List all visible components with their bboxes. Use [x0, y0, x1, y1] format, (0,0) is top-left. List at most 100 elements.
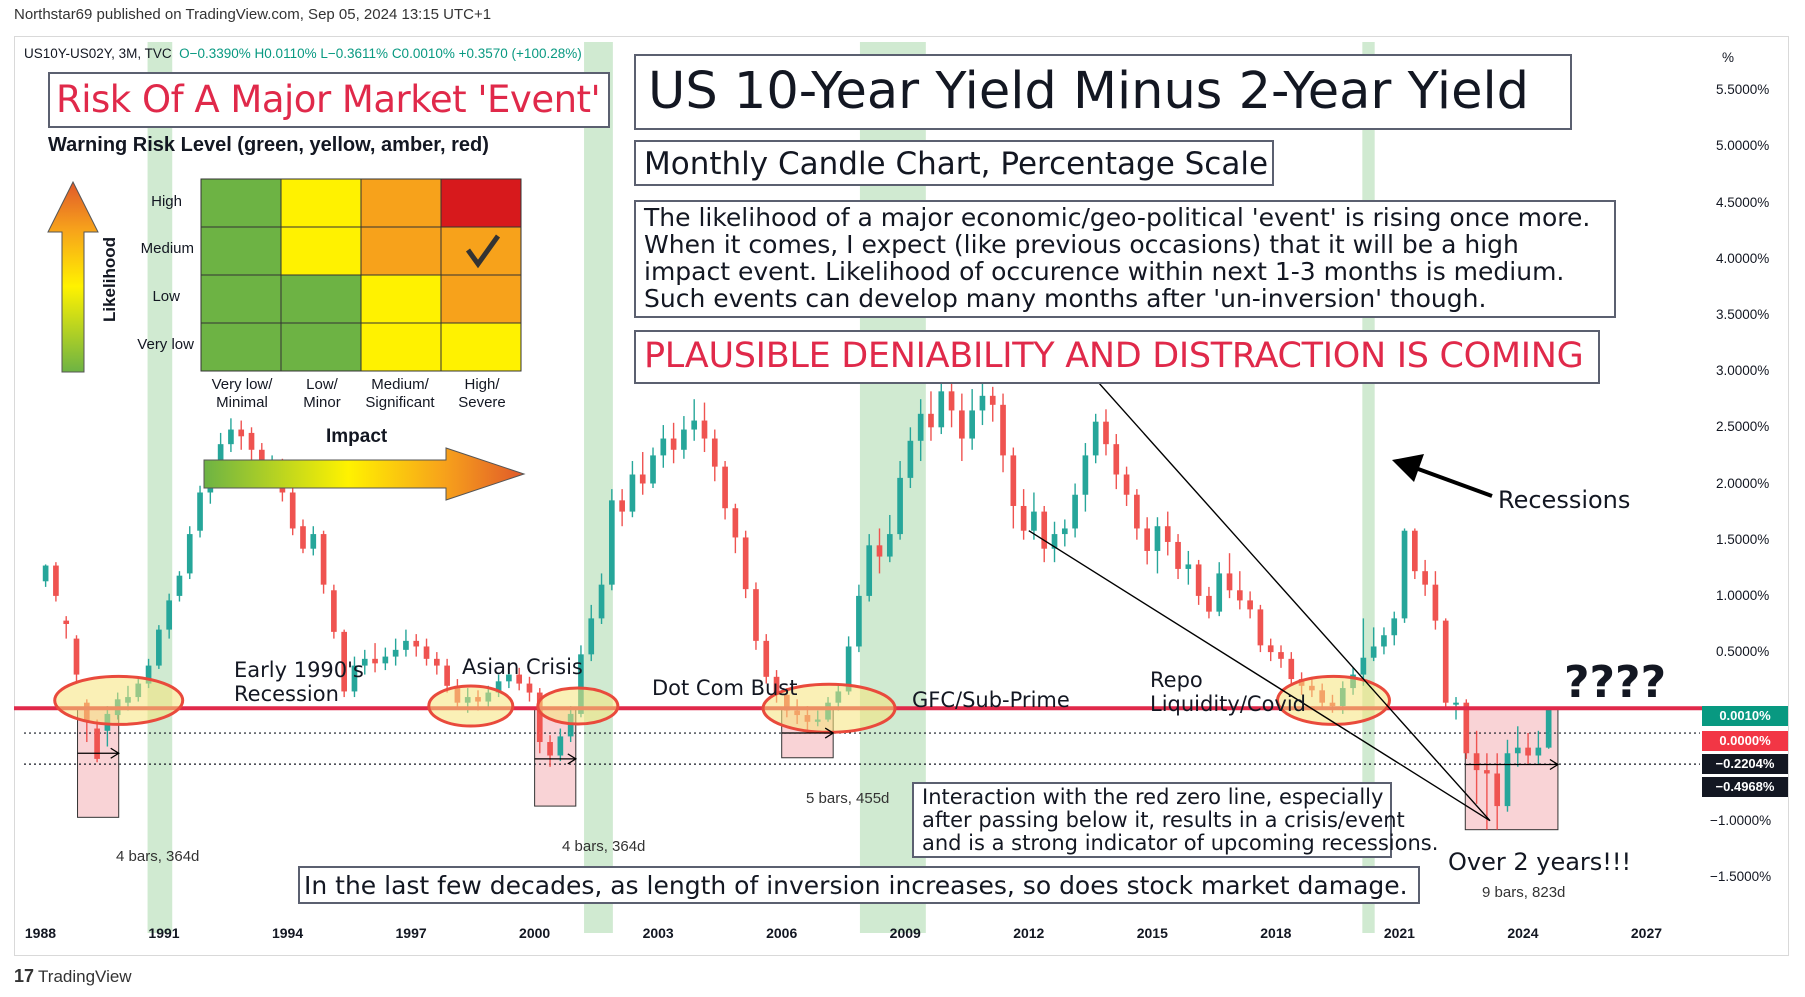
ticker-legend: US10Y-US02Y, 3M, TVC O−0.3390% H0.0110% … — [24, 46, 582, 61]
likelihood-label: Likelihood — [100, 237, 119, 322]
candle-body — [578, 654, 584, 714]
duration-arrow-head — [110, 747, 120, 759]
candle-body — [691, 420, 698, 430]
trend-line — [1028, 530, 1491, 822]
candle-body — [1545, 708, 1552, 748]
candle-body — [1031, 511, 1037, 531]
risk-cell — [360, 178, 442, 228]
candle-body — [1381, 635, 1387, 647]
candle-body — [217, 444, 224, 473]
tradingview-brand[interactable]: 17 TradingView — [14, 966, 132, 986]
candle-body — [1267, 645, 1274, 653]
x-tick-label: 2006 — [766, 925, 798, 941]
candle-body — [907, 440, 914, 478]
candle-body — [1195, 564, 1202, 596]
candle-body — [248, 432, 255, 450]
candle-body — [1442, 620, 1449, 703]
badge-low: −0.4968% — [1702, 777, 1788, 797]
risk-title: Risk Of A Major Market 'Event' — [48, 72, 610, 128]
candle-body — [1175, 541, 1181, 569]
candle-body — [1123, 474, 1130, 495]
risk-cell — [360, 322, 442, 372]
candle-body — [1278, 652, 1284, 659]
x-tick-label: 2021 — [1383, 925, 1415, 941]
candle-body — [629, 474, 636, 512]
x-tick-label: 2000 — [519, 925, 551, 941]
candle-body — [1185, 564, 1192, 569]
candle-body — [928, 413, 934, 428]
event-highlight-ellipse — [536, 686, 620, 726]
candle-body — [1113, 444, 1120, 475]
candle-body — [1164, 526, 1171, 542]
candle-body — [1247, 600, 1253, 610]
interaction-line: and is a strong indicator of upcoming re… — [922, 831, 1439, 855]
y-tick-label: 5.0000% — [1716, 138, 1770, 154]
risk-cell — [360, 226, 442, 276]
candle-body — [753, 589, 759, 641]
candle-body — [1453, 702, 1459, 705]
candle-body — [1144, 528, 1150, 551]
risk-cell — [280, 226, 362, 276]
risk-cell — [280, 178, 362, 228]
label-question: ???? — [1564, 657, 1667, 708]
x-tick-label: 1997 — [395, 925, 427, 941]
candle-body — [341, 631, 348, 692]
candle-body — [742, 537, 749, 590]
candle-body — [258, 449, 265, 467]
duration-arrow-head — [567, 753, 578, 765]
candle-body — [1432, 584, 1439, 621]
candle-body — [413, 640, 420, 647]
candle-body — [876, 545, 883, 557]
candle-body — [197, 492, 203, 531]
candle-body — [1473, 753, 1480, 771]
description-box: The likelihood of a major economic/geo-p… — [634, 200, 1616, 318]
candle-body — [650, 455, 656, 484]
x-tick-label: 2024 — [1507, 925, 1539, 941]
label-bars-2000: 4 bars, 364d — [562, 838, 646, 855]
candle-body — [506, 674, 512, 682]
y-tick-label: 3.0000% — [1716, 363, 1770, 379]
label-bars-2006: 5 bars, 455d — [806, 790, 890, 807]
impact-low: Low/Minor — [303, 376, 341, 411]
warning-label: Warning Risk Level (green, yellow, amber… — [48, 134, 489, 156]
candle-body — [1206, 595, 1212, 612]
candle-body — [433, 658, 440, 666]
candle-body — [917, 413, 924, 441]
candle-body — [372, 658, 378, 664]
event-highlight-ellipse — [53, 674, 185, 726]
ticker-symbol: US10Y-US02Y, 3M, TVC — [24, 46, 172, 61]
checkmark-icon — [465, 234, 501, 269]
candle-body — [444, 665, 450, 686]
risk-cell — [200, 322, 282, 372]
label-bars-2023: 9 bars, 823d — [1482, 884, 1566, 901]
x-tick-label: 1994 — [271, 925, 304, 941]
candle-body — [1061, 528, 1068, 535]
candle-body — [609, 500, 615, 585]
risk-matrix-grid — [200, 178, 522, 372]
candle-body — [670, 438, 677, 450]
candle-body — [423, 646, 430, 659]
label-over-2-years: Over 2 years!!! — [1448, 848, 1632, 876]
candle-body — [948, 391, 955, 411]
risk-cell — [200, 274, 282, 324]
candle-body — [701, 420, 708, 439]
label-repo-covid: Repo Liquidity/Covid — [1150, 668, 1307, 716]
candle-body — [1041, 511, 1048, 549]
candle-body — [320, 534, 327, 585]
candle-body — [73, 638, 80, 675]
y-tick-label: 5.5000% — [1716, 82, 1770, 98]
candle-body — [382, 656, 389, 664]
candle-body — [722, 466, 728, 509]
candle-body — [773, 676, 780, 695]
ticker-high: H0.0110% — [254, 46, 317, 61]
main-title: US 10-Year Yield Minus 2-Year Yield — [634, 54, 1572, 130]
risk-cell — [440, 322, 522, 372]
candle-body — [289, 492, 296, 529]
inversion-note: In the last few decades, as length of in… — [298, 866, 1420, 904]
candle-body — [866, 545, 873, 596]
candle-body — [1051, 534, 1058, 549]
label-dot-com: Dot Com Bust — [652, 676, 798, 700]
candle-body — [660, 438, 667, 456]
candle-body — [1494, 773, 1501, 807]
likelihood-low: Low — [152, 288, 180, 305]
